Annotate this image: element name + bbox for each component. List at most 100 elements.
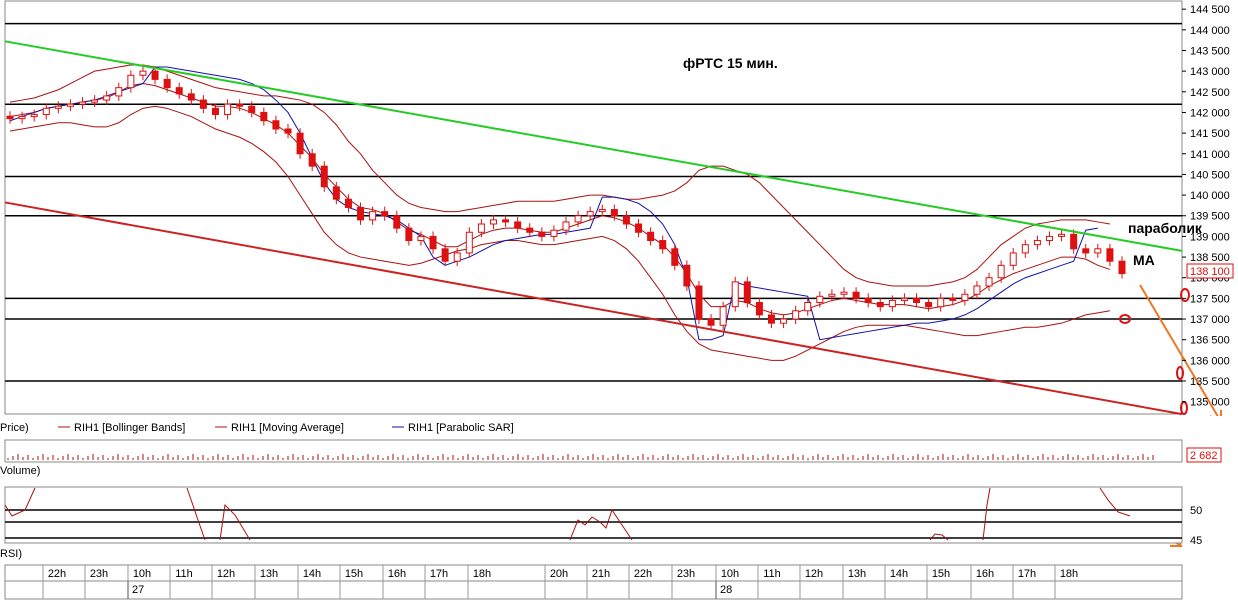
last-price-box [1186,263,1234,279]
candle-74 [900,293,908,306]
candle-1 [18,111,26,124]
time-axis-panel [4,564,1183,600]
rsi-label: RSI) [0,548,22,560]
hour-label-2: 10h [133,568,151,580]
candle-26 [320,161,328,192]
day-label-1: 28 [720,584,732,596]
rsi-tick-label-1: 45 [1190,535,1202,547]
volume-bars [7,454,1154,460]
price-tick-label-9: 140 000 [1190,190,1230,202]
legend-price: Price) [0,422,29,434]
price-tick-label-10: 139 500 [1190,211,1230,223]
candle-78 [949,293,957,306]
hour-label-10: 18h [473,568,491,580]
bollinger-lower [9,105,1110,361]
candle-2 [30,109,38,122]
candle-17 [211,103,219,120]
candle-71 [864,293,872,308]
rsi-line [4,487,1131,541]
candle-65 [792,305,800,324]
candle-66 [804,297,812,316]
ma-annotation: МА [1133,252,1155,268]
candle-19 [236,99,244,112]
rsi-tick-label-0: 50 [1190,505,1202,517]
hour-label-16: 11h [763,568,781,580]
candle-69 [840,287,848,300]
candle-27 [332,181,340,205]
candle-20 [248,101,256,118]
candle-45 [550,225,558,242]
hour-label-15: 10h [721,568,739,580]
candle-40 [489,214,497,229]
candle-22 [272,115,280,134]
price-tick-label-2: 143 500 [1190,45,1230,57]
candle-59 [719,301,727,331]
day-label-0: 27 [132,584,144,596]
hour-label-1: 23h [90,568,108,580]
trendline-0 [4,40,1183,252]
candle-85 [1033,235,1041,250]
candle-9 [115,82,123,101]
candle-75 [913,293,921,308]
candle-86 [1045,231,1053,246]
candle-70 [852,287,860,304]
target-markers [1119,288,1190,415]
price-tick-label-15: 137 000 [1190,314,1230,326]
chart-title-annotation: фРТС 15 мин. [683,55,778,71]
candle-15 [187,88,195,106]
price-tick-label-1: 144 000 [1190,25,1230,37]
candle-51 [622,210,630,229]
candle-8 [103,90,111,106]
candle-30 [369,206,377,225]
hour-label-7: 15h [345,568,363,580]
candle-80 [973,281,981,300]
price-tick-label-8: 140 500 [1190,169,1230,181]
candle-3 [42,103,50,120]
candle-37 [453,247,461,267]
price-axis: 144 500 144 000 143 500 143 000 142 500 142 0… [1182,4,1230,409]
candle-76 [925,297,933,312]
hour-label-5: 13h [260,568,278,580]
candle-6 [79,97,87,110]
hour-label-19: 14h [890,568,908,580]
candle-57 [695,281,703,324]
hour-label-22: 17h [1018,568,1036,580]
candle-25 [308,148,316,172]
candle-47 [574,210,582,227]
price-tick-label-14: 137 500 [1190,293,1230,305]
candle-72 [876,297,884,312]
last-price-label: 138 100 [1190,266,1230,278]
hour-label-13: 22h [634,568,652,580]
candle-49 [598,204,606,217]
candle-41 [502,214,510,227]
price-panel [4,0,1183,415]
candle-61 [743,276,751,308]
candle-87 [1058,229,1066,242]
candle-36 [441,243,449,267]
candle-10 [127,70,135,93]
candle-73 [888,295,896,312]
hour-label-12: 21h [592,568,610,580]
candle-63 [767,309,775,329]
candle-50 [610,204,618,221]
parabolic-annotation: параболик [1128,220,1203,236]
candle-16 [199,95,207,114]
candle-39 [477,219,485,238]
price-tick-label-0: 144 500 [1190,4,1230,16]
price-tick-label-17: 136 000 [1190,355,1230,367]
price-tick-label-4: 142 500 [1190,87,1230,99]
hour-label-18: 13h [848,568,866,580]
candle-46 [562,216,570,236]
hour-label-14: 23h [677,568,695,580]
legend-bollinger: RIH1 [Bollinger Bands] [74,422,185,434]
candle-7 [91,95,99,108]
price-tick-label-5: 142 000 [1190,107,1230,119]
hour-label-3: 11h [175,568,193,580]
candle-0 [6,111,14,124]
hour-label-11: 20h [550,568,568,580]
hour-label-9: 17h [430,568,448,580]
candle-44 [538,227,546,242]
candle-42 [514,216,522,234]
candle-31 [381,206,389,221]
price-tick-label-19: 135 000 [1190,397,1230,409]
